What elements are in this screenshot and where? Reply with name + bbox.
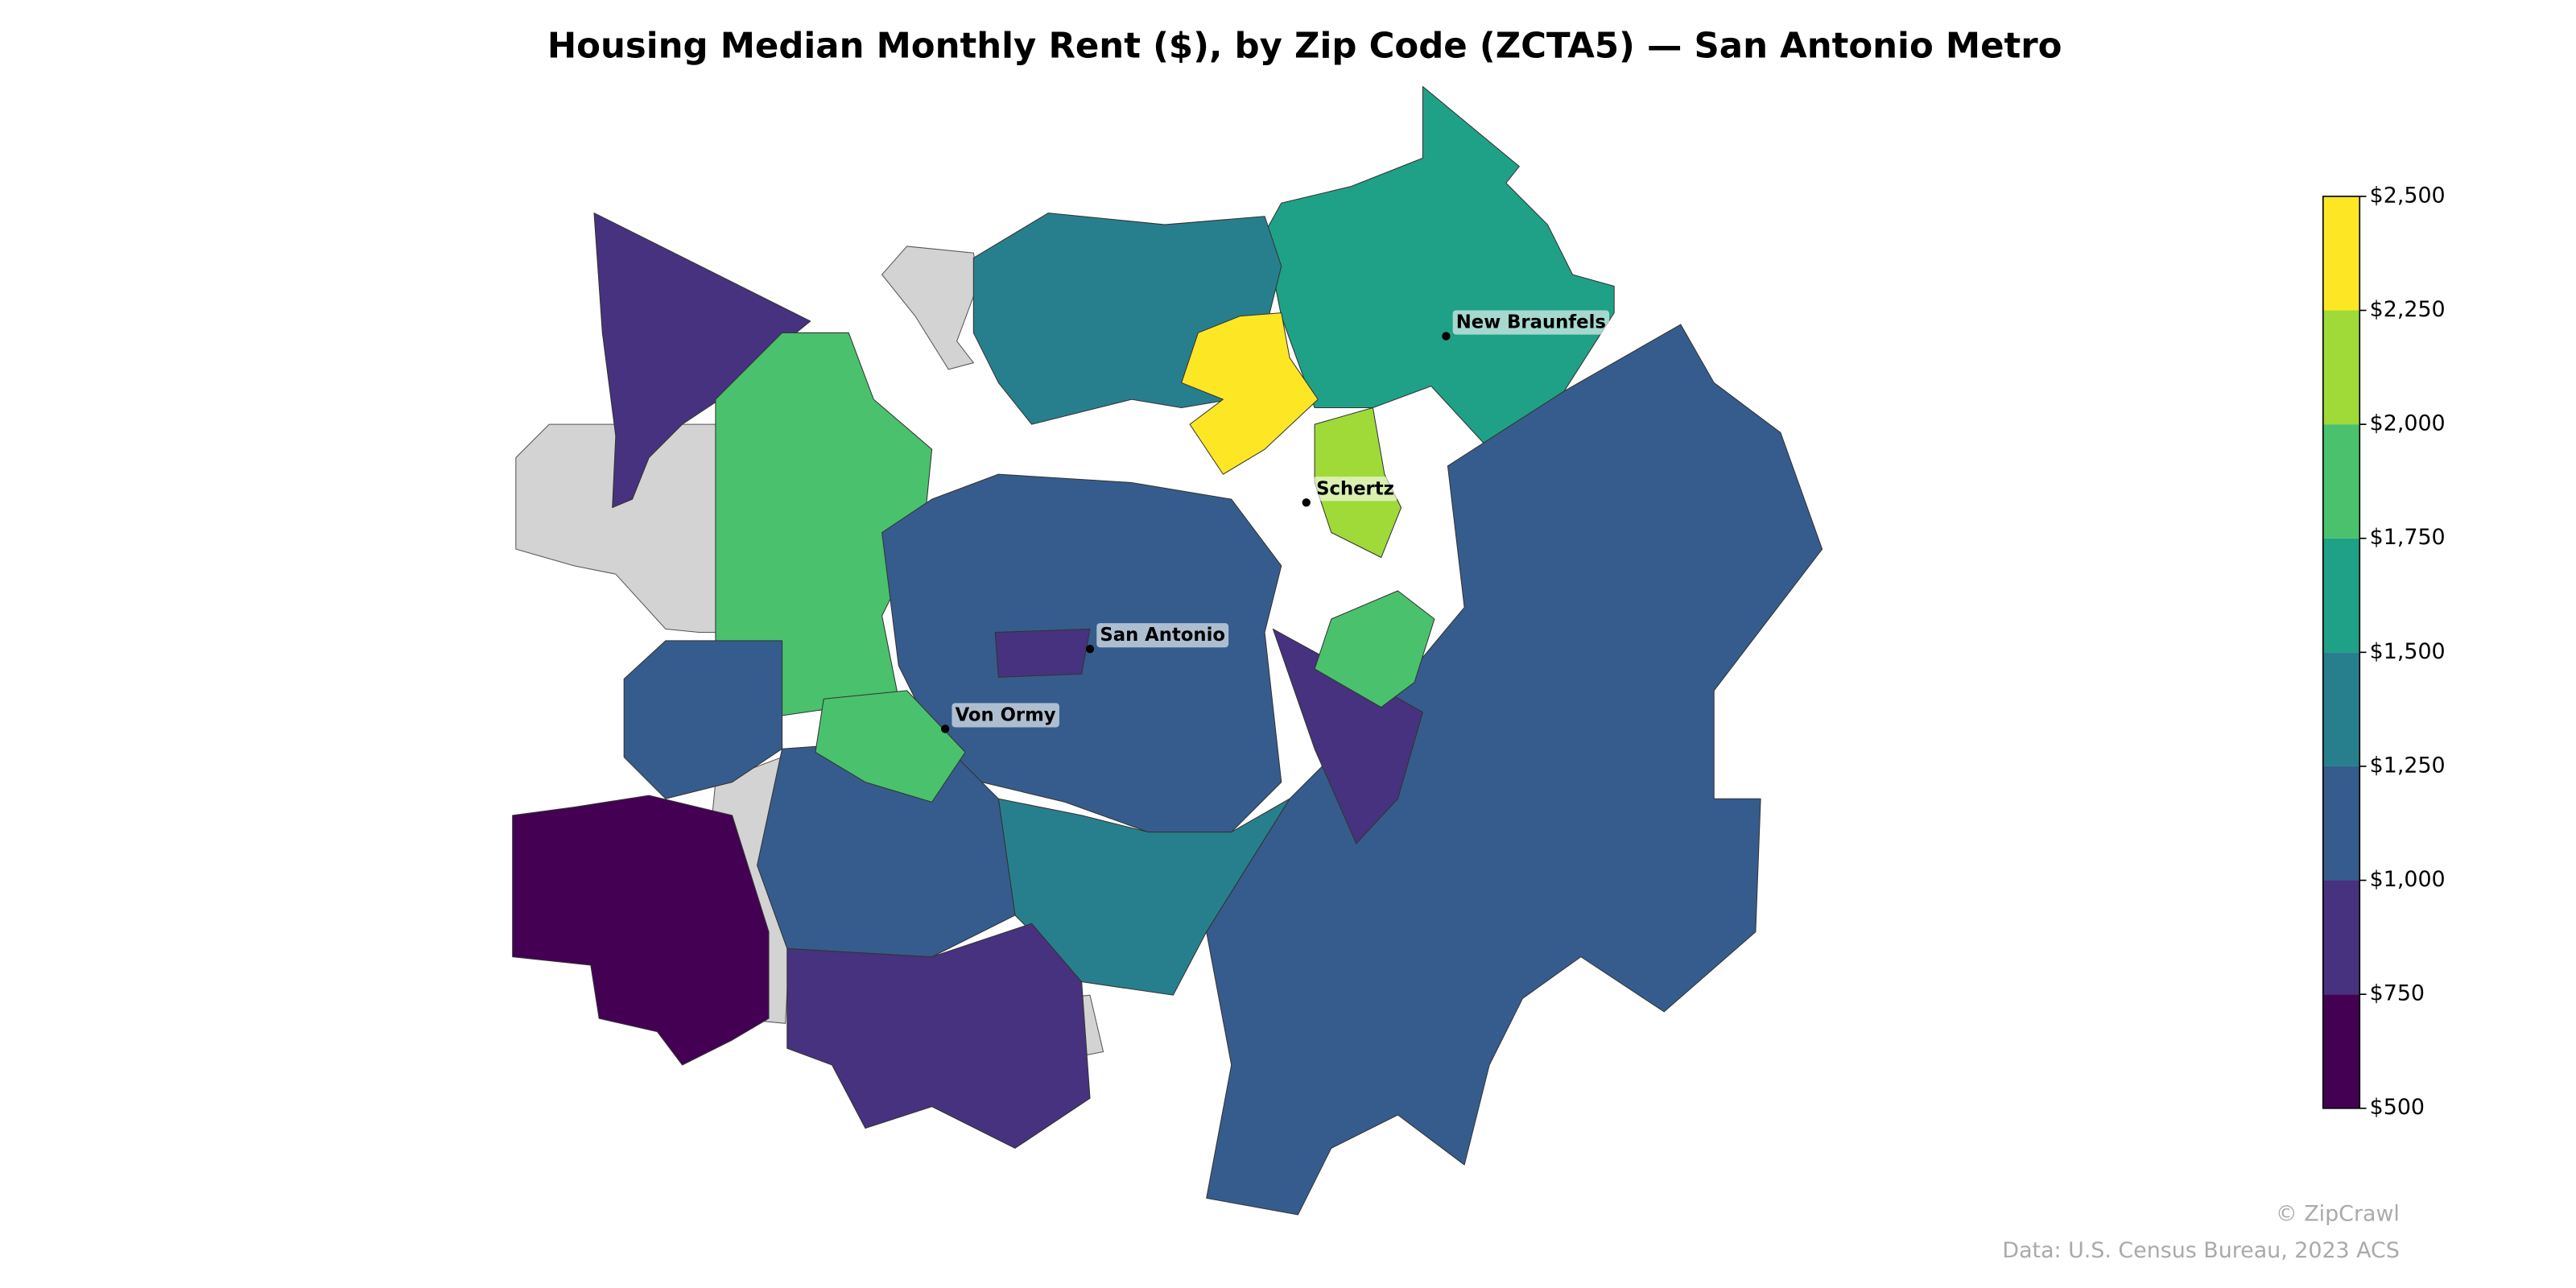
zip-region: [1181, 312, 1319, 475]
city-label-box: [1452, 310, 1610, 335]
colorbar-segment: [2322, 196, 2360, 311]
zip-region: [815, 690, 966, 803]
city-label: Von Ormy: [956, 704, 1056, 725]
city-label-box: [952, 703, 1059, 728]
overlay: $500 $750 $1,000 $1,250 $1,500 $1,750 $2,000 $2…: [940, 183, 2446, 1120]
colorbar-tick-label: $1,500: [2370, 639, 2446, 664]
zip-region: [512, 795, 770, 1066]
credit: © ZipCrawl: [2276, 1202, 2400, 1227]
zip-region: [1314, 590, 1435, 708]
regions: [512, 85, 1823, 1216]
source: Data: U.S. Census Bureau, 2023 ACS: [2002, 1238, 2399, 1263]
colorbar-tick-label: $1,750: [2370, 525, 2446, 550]
city-marker: [940, 724, 950, 733]
colorbar-segment: [2322, 766, 2360, 881]
city-label: New Braunfels: [1456, 312, 1606, 333]
zip-region: [994, 628, 1091, 678]
zip-region: [623, 640, 783, 799]
map-title: Housing Median Monthly Rent ($), by Zip …: [547, 26, 2062, 66]
city-label: San Antonio: [1100, 625, 1225, 646]
city-marker: [1302, 498, 1311, 507]
zip-region: [1206, 324, 1823, 1216]
city-marker: [1442, 332, 1451, 341]
colorbar-tick-label: $2,250: [2370, 297, 2446, 322]
colorbar-segment: [2322, 310, 2360, 425]
no-data-area: [881, 246, 980, 370]
city-marker: [1085, 645, 1095, 654]
colorbar-segment: [2322, 994, 2360, 1108]
colorbar-tick-label: $750: [2370, 981, 2425, 1006]
city-label-box: [1096, 623, 1229, 648]
colorbar-segment: [2322, 880, 2360, 995]
city-label-box: [1313, 477, 1397, 502]
colorbar-segment: [2322, 424, 2360, 539]
colorbar-tick-label: $2,500: [2370, 183, 2446, 208]
colorbar-tick-label: $1,000: [2370, 867, 2446, 892]
zip-region: [786, 923, 1091, 1149]
colorbar-tick-label: $2,000: [2370, 411, 2446, 436]
colorbar-tick-label: $1,250: [2370, 753, 2446, 778]
city-label: Schertz: [1316, 478, 1394, 499]
colorbar-tick-label: $500: [2370, 1095, 2425, 1120]
colorbar-segment: [2322, 538, 2360, 653]
colorbar-segment: [2322, 652, 2360, 766]
